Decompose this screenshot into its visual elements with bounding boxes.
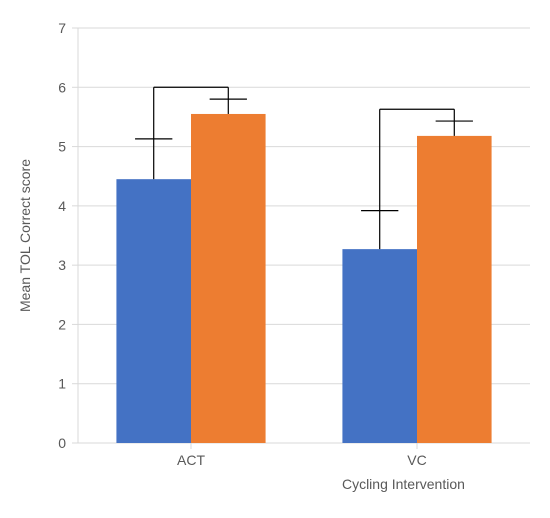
y-tick-label: 7 bbox=[58, 20, 66, 36]
x-tick-label: VC bbox=[407, 452, 426, 468]
y-axis-label: Mean TOL Correct score bbox=[17, 159, 33, 312]
y-tick-label: 1 bbox=[58, 376, 66, 392]
bar-chart: 0 1 2 3 4 5 6 7 ACT VC Mean TOL Correct score Cycli… bbox=[0, 0, 550, 518]
y-tick-label: 6 bbox=[58, 79, 66, 95]
x-axis-label: Cycling Intervention bbox=[342, 476, 465, 492]
bar bbox=[417, 136, 492, 443]
y-tick-label: 2 bbox=[58, 316, 66, 332]
y-tick-label: 5 bbox=[58, 139, 66, 155]
y-tick-label: 3 bbox=[58, 257, 66, 273]
x-tick-label: ACT bbox=[177, 452, 205, 468]
chart-container: 0 1 2 3 4 5 6 7 ACT VC Mean TOL Correct score Cycli… bbox=[0, 0, 550, 518]
bar bbox=[116, 179, 191, 443]
bar bbox=[342, 249, 417, 443]
y-tick-label: 4 bbox=[58, 198, 66, 214]
bar bbox=[191, 114, 266, 443]
y-tick-label: 0 bbox=[58, 435, 66, 451]
